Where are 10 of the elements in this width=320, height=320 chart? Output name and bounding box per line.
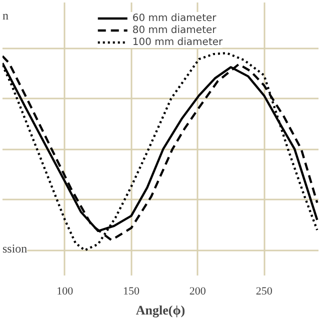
- text: n: [2, 8, 8, 23]
- x-tick-label: 200: [189, 286, 206, 298]
- legend-label: 60 mm diameter: [132, 12, 216, 24]
- legend-label: 80 mm diameter: [132, 24, 216, 36]
- x-tick-label: 250: [256, 286, 273, 298]
- x-axis-title: Angle(ϕ): [136, 302, 186, 318]
- x-tick-label: 150: [123, 286, 140, 298]
- legend-label: 100 mm diameter: [132, 36, 223, 48]
- annotation: ssion: [2, 241, 28, 256]
- x-tick-label: 100: [56, 286, 74, 298]
